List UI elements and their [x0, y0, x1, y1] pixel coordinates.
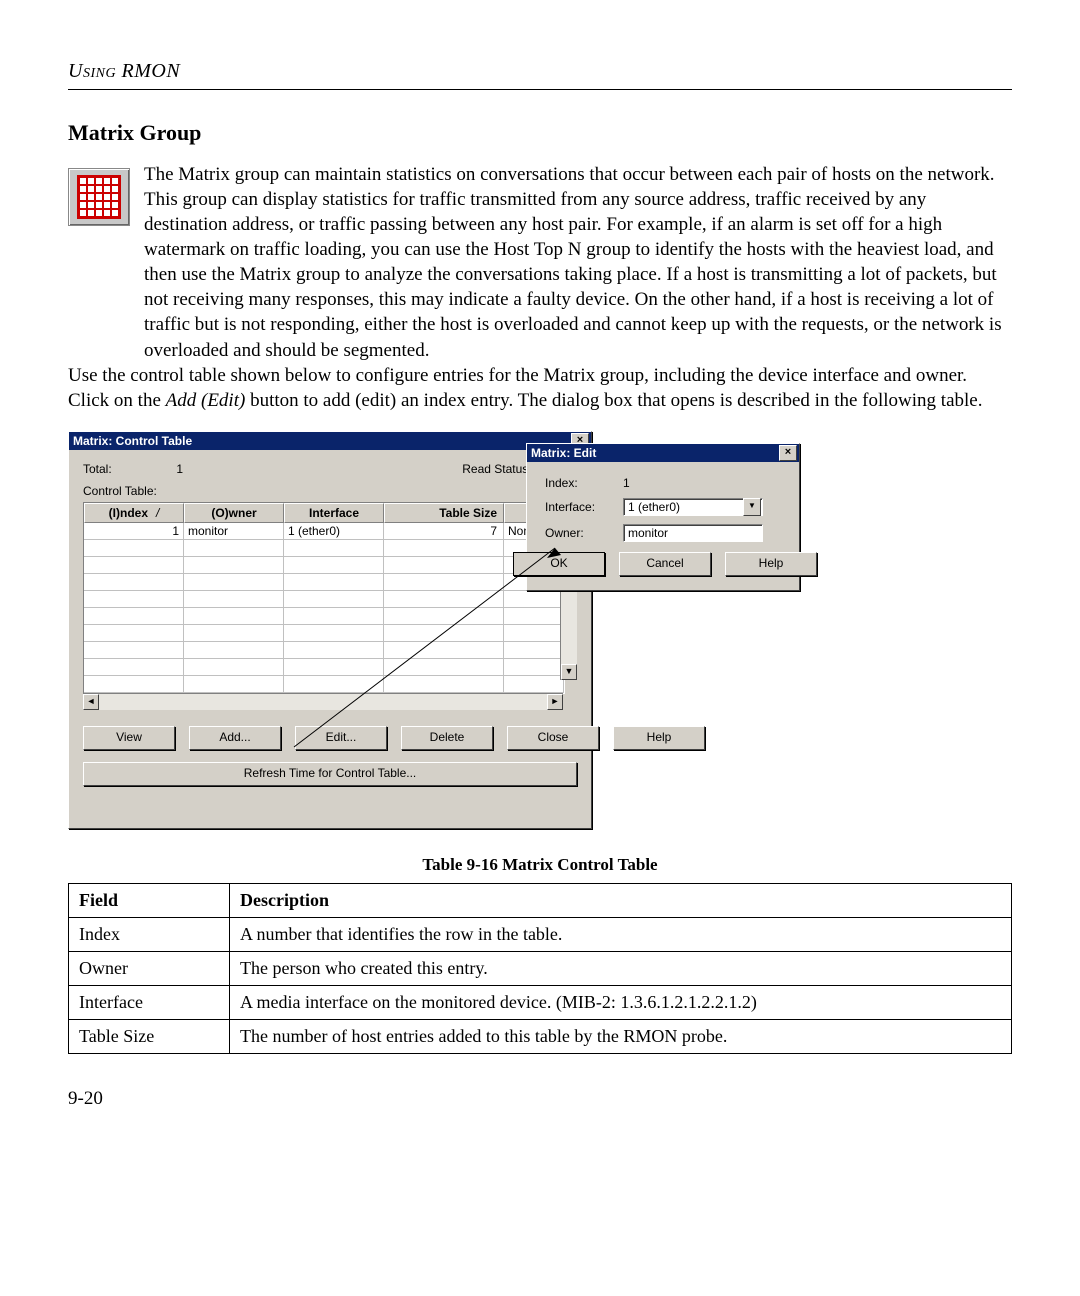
- section-title: Matrix Group: [68, 120, 1012, 146]
- td-desc: The number of host entries added to this…: [230, 1019, 1012, 1053]
- paragraph-1: The Matrix group can maintain statistics…: [144, 162, 1012, 363]
- chevron-down-icon[interactable]: ▼: [743, 498, 761, 516]
- paragraph-2: Use the control table shown below to con…: [68, 363, 1012, 413]
- control-table-label: Control Table:: [83, 484, 577, 498]
- cell-interface: 1 (ether0): [284, 523, 384, 540]
- col-table-size[interactable]: Table Size: [384, 503, 504, 523]
- close-button[interactable]: Close: [507, 726, 599, 750]
- table-row: Owner The person who created this entry.: [69, 951, 1012, 985]
- scrollbar-horizontal[interactable]: ◄ ►: [83, 693, 563, 710]
- header-rule: [68, 89, 1012, 90]
- scroll-down-icon[interactable]: ▼: [561, 664, 577, 680]
- edit-interface-value: 1 (ether0): [628, 499, 680, 515]
- scroll-right-icon[interactable]: ►: [547, 694, 563, 710]
- edit-index-value: 1: [623, 476, 763, 490]
- control-table[interactable]: (I)ndex/ (O)wner Interface Table Size L …: [83, 502, 565, 694]
- scroll-left-icon[interactable]: ◄: [83, 694, 99, 710]
- edit-interface-combo[interactable]: 1 (ether0) ▼: [623, 498, 763, 516]
- cell-index: 1: [84, 523, 184, 540]
- edit-owner-value: monitor: [628, 525, 668, 541]
- cancel-button[interactable]: Cancel: [619, 552, 711, 576]
- table-row[interactable]: 1 monitor 1 (ether0) 7 None: [84, 523, 564, 540]
- td-field: Table Size: [69, 1019, 230, 1053]
- refresh-time-button[interactable]: Refresh Time for Control Table...: [83, 762, 577, 786]
- titlebar-control[interactable]: Matrix: Control Table ×: [69, 432, 591, 450]
- table-header-row: (I)ndex/ (O)wner Interface Table Size L: [84, 503, 564, 523]
- th-desc: Description: [230, 883, 1012, 917]
- table-row: Index A number that identifies the row i…: [69, 917, 1012, 951]
- col-owner[interactable]: (O)wner: [184, 503, 284, 523]
- titlebar-edit[interactable]: Matrix: Edit ×: [527, 444, 799, 462]
- page-header: Using RMON: [68, 60, 1012, 83]
- add-button[interactable]: Add...: [189, 726, 281, 750]
- table-row: Interface A media interface on the monit…: [69, 985, 1012, 1019]
- edit-owner-label: Owner:: [545, 526, 623, 540]
- td-desc: The person who created this entry.: [230, 951, 1012, 985]
- button-row: View Add... Edit... Delete Close Help: [83, 726, 577, 750]
- titlebar-control-text: Matrix: Control Table: [73, 432, 192, 450]
- total-value: 1: [176, 462, 183, 476]
- para2-em: Add (Edit): [166, 390, 246, 411]
- description-table: Field Description Index A number that id…: [68, 883, 1012, 1054]
- window-edit: Matrix: Edit × Index: 1 Interface: 1 (et…: [526, 443, 800, 591]
- close-icon[interactable]: ×: [779, 445, 797, 461]
- read-status-label: Read Status:: [462, 462, 531, 476]
- screenshot-composite: Matrix: Control Table × Total: 1 Read St…: [68, 431, 798, 829]
- view-button[interactable]: View: [83, 726, 175, 750]
- page-number: 9-20: [68, 1088, 1012, 1110]
- td-field: Owner: [69, 951, 230, 985]
- th-field: Field: [69, 883, 230, 917]
- help-button[interactable]: Help: [725, 552, 817, 576]
- grid-icon: [77, 175, 121, 219]
- td-desc: A number that identifies the row in the …: [230, 917, 1012, 951]
- cell-owner: monitor: [184, 523, 284, 540]
- td-desc: A media interface on the monitored devic…: [230, 985, 1012, 1019]
- total-label: Total:: [83, 462, 173, 476]
- td-field: Index: [69, 917, 230, 951]
- para2-post: button to add (edit) an index entry. The…: [245, 390, 982, 411]
- table-head-row: Field Description: [69, 883, 1012, 917]
- matrix-icon: [68, 168, 130, 226]
- edit-owner-input[interactable]: monitor: [623, 524, 763, 542]
- ok-button[interactable]: OK: [513, 552, 605, 576]
- window-control-table: Matrix: Control Table × Total: 1 Read St…: [68, 431, 592, 829]
- help-button[interactable]: Help: [613, 726, 705, 750]
- delete-button[interactable]: Delete: [401, 726, 493, 750]
- col-index[interactable]: (I)ndex/: [84, 503, 184, 523]
- titlebar-edit-text: Matrix: Edit: [531, 444, 596, 462]
- col-interface[interactable]: Interface: [284, 503, 384, 523]
- table-row: Table Size The number of host entries ad…: [69, 1019, 1012, 1053]
- td-field: Interface: [69, 985, 230, 1019]
- cell-table-size: 7: [384, 523, 504, 540]
- edit-button[interactable]: Edit...: [295, 726, 387, 750]
- edit-interface-label: Interface:: [545, 500, 623, 514]
- edit-index-label: Index:: [545, 476, 623, 490]
- table-caption: Table 9-16 Matrix Control Table: [68, 855, 1012, 875]
